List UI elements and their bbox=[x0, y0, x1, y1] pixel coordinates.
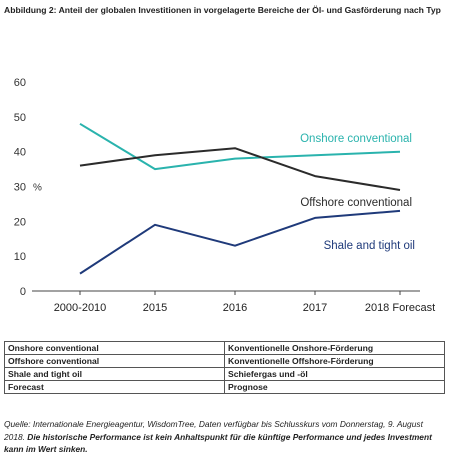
x-tick-label: 2017 bbox=[303, 302, 327, 314]
series-line-offshore-conventional bbox=[79, 147, 401, 191]
y-tick-label: 50 bbox=[14, 112, 26, 124]
y-tick-label: 60 bbox=[14, 77, 26, 89]
series-line-shale-and-tight-oil bbox=[79, 209, 401, 275]
x-tick-label: 2018 Forecast bbox=[365, 302, 435, 314]
series-label: Offshore conventional bbox=[300, 197, 412, 209]
line-chart: 0 10 20 30 40 50 60% 2000-2010 2015 2016 2017 2018… bbox=[14, 77, 435, 314]
chart-title: Abbildung 2: Anteil der globalen Investi… bbox=[4, 5, 441, 15]
table-row: Offshore conventional Konventionelle Off… bbox=[4, 354, 445, 368]
series-label: Onshore conventional bbox=[300, 133, 412, 145]
legend-de-cell: Konventionelle Onshore-Förderung bbox=[224, 341, 445, 355]
y-tick-label: 20 bbox=[14, 216, 26, 228]
legend-table: Onshore conventional Konventionelle Onsh… bbox=[4, 341, 445, 394]
y-tick-label: 0 bbox=[20, 286, 26, 298]
table-row: Onshore conventional Konventionelle Onsh… bbox=[4, 341, 445, 355]
legend-en-cell: Shale and tight oil bbox=[4, 367, 225, 381]
series-label: Shale and tight oil bbox=[324, 240, 415, 252]
y-axis: 0 10 20 30 40 50 60% bbox=[14, 77, 42, 298]
legend-de-cell: Konventionelle Offshore-Förderung bbox=[224, 354, 445, 368]
x-tick-label: 2015 bbox=[143, 302, 167, 314]
x-axis: 2000-2010 2015 2016 2017 2018 Forecast bbox=[32, 290, 435, 314]
y-tick-label: 40 bbox=[14, 147, 26, 159]
x-tick-label: 2000-2010 bbox=[54, 302, 107, 314]
source-text: Quelle: Internationale Energieagentur, W… bbox=[4, 419, 423, 442]
y-tick-label: 10 bbox=[14, 251, 26, 263]
y-tick-label: 30 bbox=[14, 182, 26, 194]
legend-de-cell: Prognose bbox=[224, 380, 445, 394]
series-line-onshore-conventional bbox=[79, 122, 401, 171]
source-note: Quelle: Internationale Energieagentur, W… bbox=[4, 418, 444, 456]
disclaimer-text: Die historische Performance ist kein Anh… bbox=[4, 431, 432, 455]
series-labels: Onshore conventional Offshore conventiona… bbox=[300, 133, 415, 252]
x-tick-label: 2016 bbox=[223, 302, 247, 314]
y-axis-label: % bbox=[33, 183, 42, 194]
table-row: Shale and tight oil Schiefergas und -öl bbox=[4, 367, 445, 381]
legend-en-cell: Offshore conventional bbox=[4, 354, 225, 368]
series-layer bbox=[79, 122, 401, 275]
legend-en-cell: Forecast bbox=[4, 380, 225, 394]
legend-de-cell: Schiefergas und -öl bbox=[224, 367, 445, 381]
table-row: Forecast Prognose bbox=[4, 380, 445, 394]
legend-en-cell: Onshore conventional bbox=[4, 341, 225, 355]
